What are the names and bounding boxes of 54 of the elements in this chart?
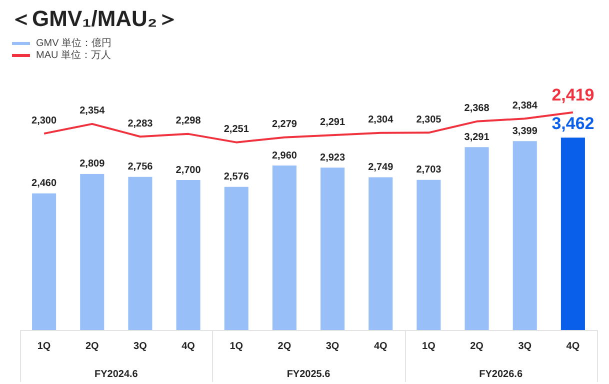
data-label: 2,251	[224, 124, 250, 136]
data-label: 3,399	[512, 126, 538, 137]
x-tick-label: 4Q	[566, 340, 580, 352]
data-label: 2,960	[272, 150, 298, 162]
data-label: 2,809	[80, 158, 106, 170]
data-label: 2,756	[128, 162, 154, 173]
data-label: 2,384	[512, 100, 538, 112]
chart-title: ＜GMV₁/MAU₂＞	[10, 5, 180, 33]
bar	[224, 186, 248, 330]
x-tick-label: 1Q	[422, 340, 436, 352]
data-label: 2,305	[416, 114, 442, 126]
text: FY2024.6	[94, 368, 138, 380]
data-label: 2,300	[32, 115, 57, 126]
bar	[512, 141, 537, 330]
x-tick-label: 2Q	[470, 340, 484, 352]
x-tick-label: 4Q	[182, 340, 196, 352]
legend-label: MAU 単位：万人	[36, 50, 111, 61]
bar	[464, 147, 489, 330]
x-tick-label: 3Q	[518, 340, 532, 352]
bar	[320, 168, 345, 330]
data-label: 2,700	[176, 164, 202, 176]
data-label: 2,749	[368, 162, 394, 174]
bar	[416, 180, 441, 330]
bar	[32, 193, 56, 330]
data-label: 2,279	[272, 119, 298, 130]
data-label: 2,304	[368, 114, 394, 126]
data-label: 2,576	[224, 172, 250, 183]
text: FY2026.6	[479, 368, 523, 380]
data-label: 2,923	[320, 152, 346, 164]
data-label: 2,460	[32, 178, 57, 190]
data-label: 2,703	[416, 164, 442, 176]
x-tick-label: 2Q	[278, 340, 292, 352]
x-tick-label: 1Q	[230, 340, 244, 352]
bar	[128, 176, 152, 330]
bar	[272, 166, 296, 330]
data-label: 3,291	[464, 132, 490, 143]
legend-label: GMV 単位：億円	[36, 38, 112, 49]
data-label: 2,283	[128, 118, 154, 130]
data-label: 3,462	[552, 114, 594, 133]
bar	[368, 177, 393, 330]
x-tick-label: 2Q	[85, 340, 100, 352]
data-label: 2,354	[80, 106, 106, 117]
data-label: 2,419	[552, 86, 594, 105]
x-tick-label: 1Q	[37, 340, 51, 352]
data-label: 2,298	[176, 116, 202, 127]
bar	[80, 174, 104, 330]
data-label: 2,291	[320, 116, 346, 128]
bar	[560, 138, 585, 330]
x-tick-label: 4Q	[374, 340, 388, 352]
data-label: 2,368	[464, 103, 490, 114]
x-tick-label: 3Q	[326, 340, 340, 352]
text: FY2025.6	[286, 368, 331, 380]
x-tick-label: 3Q	[134, 340, 148, 352]
bar	[176, 180, 200, 330]
